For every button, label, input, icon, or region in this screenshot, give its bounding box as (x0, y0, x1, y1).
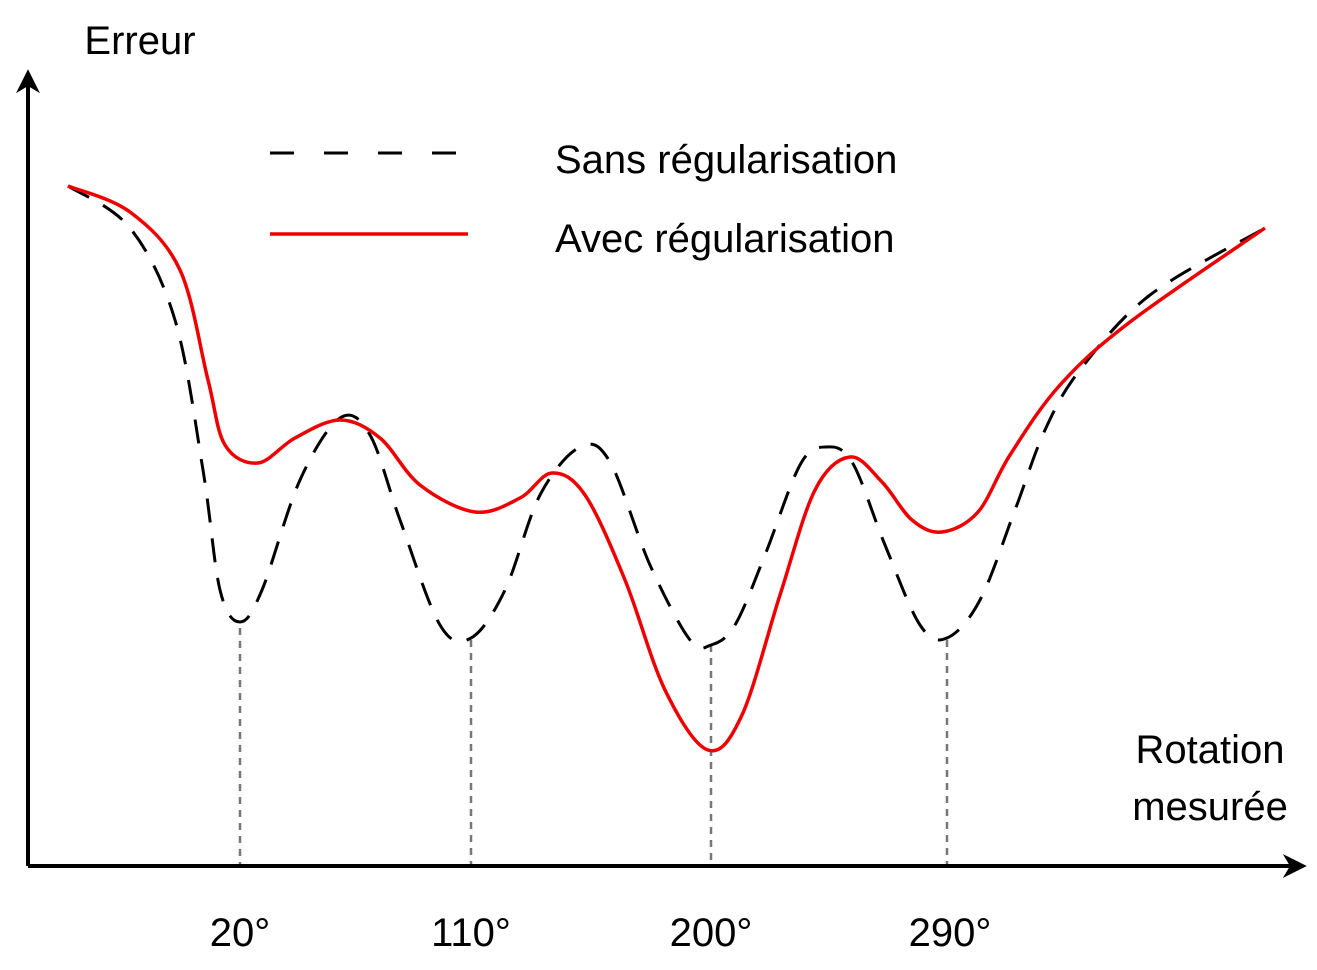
x-axis-label: mesurée (1132, 785, 1288, 829)
guides (238, 628, 949, 866)
tick-label: 200° (670, 911, 753, 955)
tick-label: 110° (431, 911, 511, 955)
x-axis-label: Rotation (1136, 728, 1285, 772)
legend-label: Sans régularisation (555, 138, 897, 182)
tick-label: 20° (210, 911, 271, 955)
y-axis-label: Erreur (84, 19, 195, 63)
curve-with (67, 184, 1266, 753)
curve-without (67, 184, 1266, 650)
tick-label: 290° (909, 911, 992, 955)
legend-label: Avec régularisation (555, 217, 894, 261)
